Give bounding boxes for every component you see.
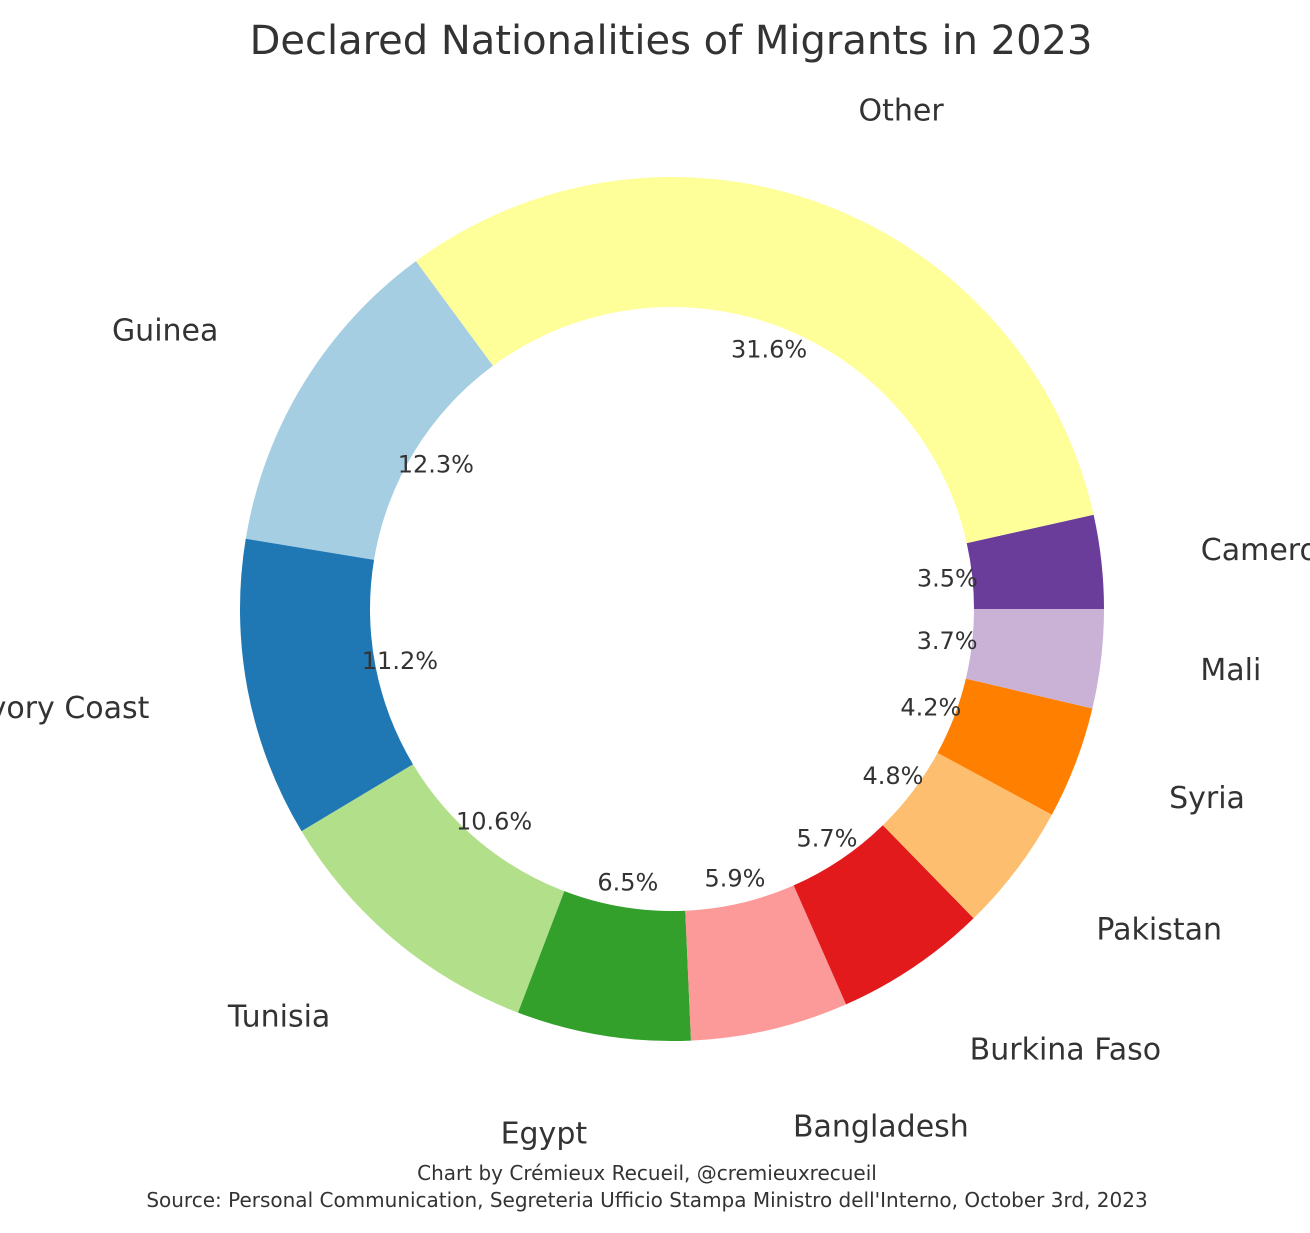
slice-other	[415, 176, 1094, 544]
percent-labels: 3.5% 31.6% 12.3% 11.2% 10.6% 6.5% 5.9% 5.7% 4.8%…	[362, 336, 978, 897]
category-labels: Cameroon Other Guinea Ivory Coast Tunisia Egy…	[0, 93, 1310, 1151]
pct-label-guinea: 12.3%	[398, 450, 474, 478]
donut-slices	[240, 176, 1104, 1041]
category-label-burkina-faso: Burkina Faso	[970, 1032, 1161, 1067]
caption-source: Source: Personal Communication, Segreter…	[146, 1188, 1147, 1212]
pct-label-other: 31.6%	[731, 336, 807, 364]
slice-mali	[965, 609, 1104, 709]
slice-pakistan	[882, 752, 1052, 919]
category-label-bangladesh: Bangladesh	[793, 1110, 969, 1145]
slice-bangladesh	[685, 885, 847, 1041]
pct-label-tunisia: 10.6%	[456, 807, 532, 835]
pct-label-ivory-coast: 11.2%	[362, 647, 438, 675]
category-label-pakistan: Pakistan	[1096, 912, 1222, 947]
pct-label-pakistan: 4.8%	[862, 762, 923, 790]
chart-title: Declared Nationalities of Migrants in 20…	[250, 18, 1093, 64]
slice-egypt	[518, 891, 691, 1041]
caption-credit: Chart by Crémieux Recueil, @cremieuxrecu…	[417, 1161, 877, 1185]
pct-label-mali: 3.7%	[917, 627, 978, 655]
category-label-ivory-coast: Ivory Coast	[0, 691, 150, 726]
pct-label-burkina-faso: 5.7%	[796, 825, 857, 853]
slice-syria	[937, 678, 1093, 815]
category-label-other: Other	[858, 93, 944, 128]
category-label-syria: Syria	[1169, 781, 1245, 816]
pct-label-egypt: 6.5%	[597, 868, 658, 896]
pct-label-cameroon: 3.5%	[917, 565, 978, 593]
slice-tunisia	[301, 764, 565, 1013]
category-label-tunisia: Tunisia	[227, 999, 330, 1034]
category-label-egypt: Egypt	[501, 1117, 588, 1152]
pct-label-bangladesh: 5.9%	[704, 865, 765, 893]
category-label-guinea: Guinea	[112, 314, 218, 349]
category-label-cameroon: Cameroon	[1201, 533, 1310, 568]
pct-label-syria: 4.2%	[900, 694, 961, 722]
slice-ivory-coast	[240, 538, 414, 832]
slice-cameroon	[966, 514, 1104, 609]
slice-burkina-faso	[793, 825, 974, 1005]
slice-guinea	[245, 261, 493, 560]
category-label-mali: Mali	[1200, 653, 1261, 688]
